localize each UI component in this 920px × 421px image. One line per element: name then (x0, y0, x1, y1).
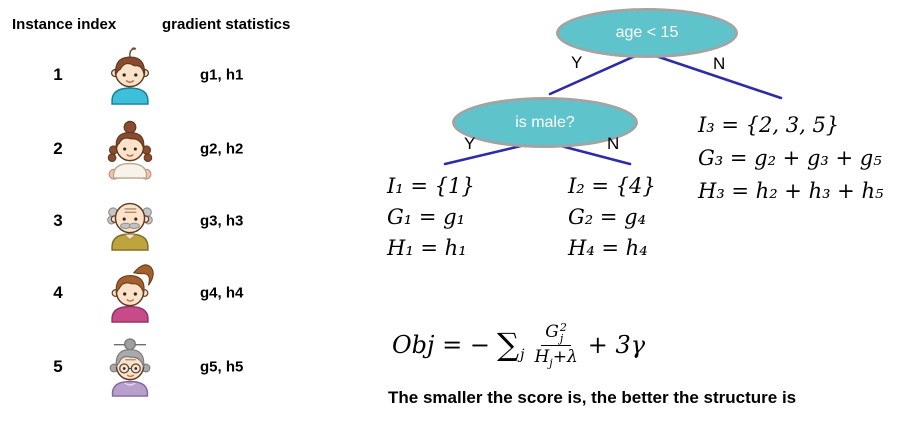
denominator-rest: +λ (552, 346, 578, 367)
fraction-denominator: Hj+λ (534, 346, 577, 369)
leaf3-g-sum: G₃ = g₂ + g₃ + g₅ (698, 146, 882, 170)
leaf1-instances: I₁ = {1} (387, 174, 475, 198)
boy-person-icon (110, 47, 150, 105)
instance-index-5: 5 (53, 357, 63, 376)
tree-node-age-label: age < 15 (615, 24, 679, 41)
numerator-base: G (545, 322, 559, 343)
instance-row-5: 5 g5, h5 (0, 336, 380, 398)
instance-row-1: 1 g1, h1 (0, 44, 380, 106)
leaf-block-2: I₂ = {4} G₂ = g₄ H₄ = h₄ (568, 171, 656, 264)
leaf3-instances: I₃ = {2, 3, 5} (698, 113, 840, 137)
instance-index-2: 2 (53, 139, 63, 158)
denominator-subscript: j (549, 356, 553, 370)
numerator-superscript: 2 (559, 320, 567, 334)
gradient-stats-4: g4, h4 (200, 284, 244, 302)
instance-row-3: 3 g3, h3 (0, 190, 380, 252)
branch-label-ismale-no: N (607, 134, 620, 153)
gradient-stats-5: g5, h5 (200, 358, 244, 376)
caption-text: The smaller the score is, the better the… (388, 388, 797, 407)
numerator-scripts: 2 j (560, 322, 567, 345)
leaf2-h-sum: H₄ = h₄ (568, 236, 648, 260)
fraction-numerator: G 2 j (541, 321, 571, 346)
leaf-block-3: I₃ = {2, 3, 5} G₃ = g₂ + g₃ + g₅ H₃ = h₂… (698, 109, 883, 208)
leaf-block-1: I₁ = {1} G₁ = g₁ H₁ = h₁ (387, 171, 475, 264)
summation-subscript: j (520, 347, 525, 363)
tree-node-ismale: is male? (452, 97, 638, 148)
column-header-instance-index: Instance index (12, 16, 117, 33)
gradient-stats-2: g2, h2 (200, 140, 244, 158)
old-woman-person-icon (109, 338, 151, 397)
edge-root-yes (548, 50, 646, 96)
gradient-stats-3: g3, h3 (200, 212, 244, 230)
young-woman-person-icon (107, 120, 153, 180)
instance-index-3: 3 (53, 211, 63, 230)
instance-index-1: 1 (53, 65, 63, 84)
leaf1-g-sum: G₁ = g₁ (387, 205, 466, 229)
branch-label-ismale-yes: Y (464, 134, 476, 153)
leaf2-instances: I₂ = {4} (568, 174, 656, 198)
branch-label-root-yes: Y (571, 53, 583, 72)
objective-tail: + 3γ (587, 331, 646, 359)
tree-node-age: age < 15 (556, 8, 738, 58)
column-header-gradient-statistics: gradient statistics (162, 16, 291, 33)
instance-row-4: 4 g4, h4 (0, 262, 380, 324)
objective-formula: Obj = − ∑ j G 2 j Hj+λ + 3γ (392, 320, 645, 370)
leaf3-h-sum: H₃ = h₂ + h₃ + h₅ (698, 179, 884, 203)
objective-fraction: G 2 j Hj+λ (534, 321, 577, 370)
instance-index-4: 4 (53, 283, 63, 302)
leaf1-h-sum: H₁ = h₁ (387, 236, 467, 260)
tree-node-ismale-label: is male? (515, 113, 575, 131)
instance-row-2: 2 g2, h2 (0, 118, 380, 180)
leaf2-g-sum: G₂ = g₄ (568, 205, 647, 229)
woman-person-icon (111, 264, 154, 323)
gradient-stats-1: g1, h1 (200, 66, 244, 84)
objective-lhs: Obj = − (392, 331, 490, 359)
branch-label-root-no: N (713, 54, 726, 73)
summation-icon: ∑ (496, 326, 520, 363)
denominator-base: H (534, 346, 550, 367)
numerator-subscript: j (559, 332, 564, 346)
old-man-person-icon (107, 202, 153, 251)
